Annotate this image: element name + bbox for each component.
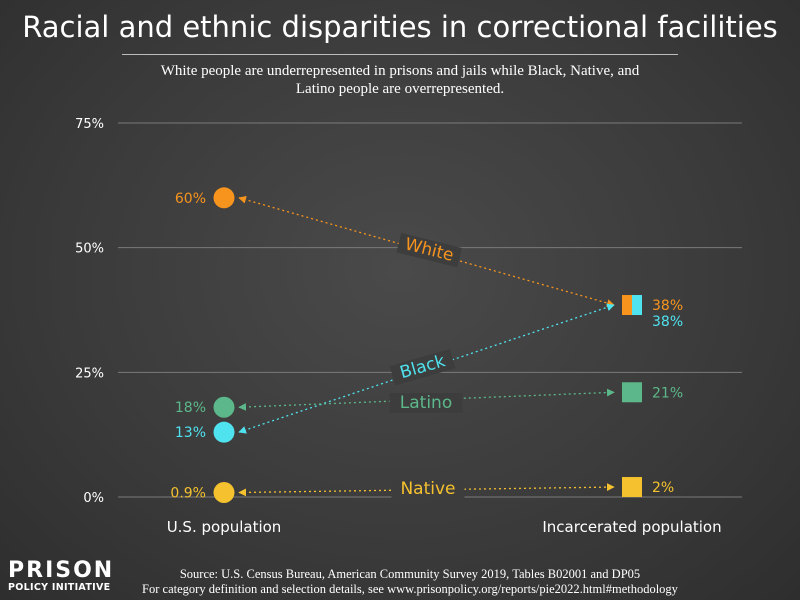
prison-policy-initiative-logo: PRISON POLICY INITIATIVE: [8, 560, 114, 594]
chart-title: Racial and ethnic disparities in correct…: [22, 10, 778, 44]
incarcerated-value-label-black: 38%: [652, 314, 683, 330]
us-value-label-white: 60%: [175, 191, 206, 207]
y-tick-label: 75%: [75, 117, 104, 132]
incarcerated-point-latino: [622, 382, 642, 403]
series-name-label: Black: [398, 351, 448, 383]
incarcerated-point-native: [622, 477, 642, 498]
y-tick-label: 0%: [83, 491, 104, 506]
x-category-label: Incarcerated population: [542, 518, 721, 536]
series-name-label: Latino: [400, 393, 452, 413]
series-name-label: Native: [400, 479, 455, 499]
source-line-2: For category definition and selection de…: [142, 582, 678, 596]
subtitle-line-1: White people are underrepresented in pri…: [160, 63, 640, 79]
chart-subtitle: White people are underrepresented in pri…: [110, 62, 690, 98]
incarcerated-value-label-white: 38%: [652, 298, 683, 314]
incarcerated-point-white: [622, 295, 632, 316]
us-value-label-native: 0.9%: [170, 486, 206, 502]
source-line-1: Source: U.S. Census Bureau, American Com…: [179, 567, 641, 581]
us-point-black: [213, 421, 235, 443]
logo-line-2: POLICY INITIATIVE: [8, 582, 111, 593]
us-value-label-black: 13%: [175, 425, 206, 441]
incarcerated-value-label-latino: 21%: [652, 385, 683, 401]
us-point-white: [213, 187, 235, 209]
y-tick-label: 50%: [75, 242, 104, 257]
incarcerated-value-label-native: 2%: [652, 480, 674, 496]
logo-line-1: PRISON: [8, 558, 115, 583]
subtitle-line-2: Latino people are overrepresented.: [295, 81, 505, 97]
series-name-white: White: [396, 232, 462, 268]
y-tick-label: 25%: [75, 366, 104, 381]
source-note: Source: U.S. Census Bureau, American Com…: [100, 567, 720, 597]
series-name-label: White: [403, 234, 456, 265]
series-name-backdrop: [391, 479, 465, 499]
x-category-label: U.S. population: [167, 518, 282, 536]
connector-black: [238, 303, 615, 434]
us-value-label-latino: 18%: [175, 400, 206, 416]
us-point-native: [213, 482, 235, 504]
series-name-backdrop: [396, 232, 462, 268]
incarcerated-point-black: [632, 295, 642, 316]
series-name-black: Black: [389, 348, 456, 386]
series-name-backdrop: [389, 348, 456, 386]
title-divider: [122, 54, 678, 55]
series-name-backdrop: [389, 393, 463, 413]
us-point-latino: [213, 396, 235, 418]
series-name-native: Native: [391, 479, 465, 499]
series-name-latino: Latino: [389, 393, 463, 413]
